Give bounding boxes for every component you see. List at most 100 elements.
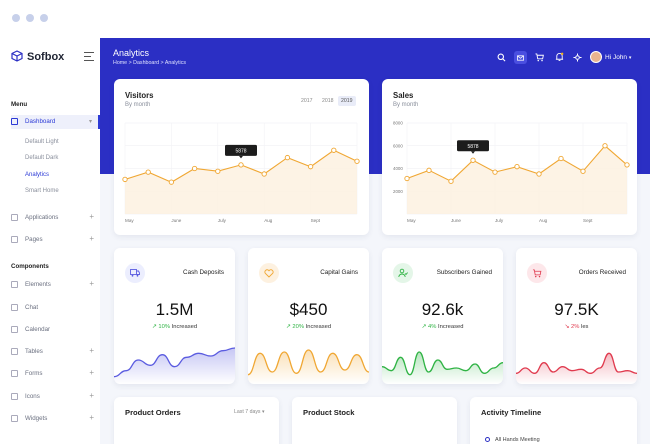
tooltip-box <box>457 140 489 152</box>
stat-change: 2% <box>571 324 580 330</box>
tooltip-box <box>225 144 257 156</box>
chat-icon <box>11 304 18 311</box>
x-tick-label: May <box>407 218 416 223</box>
window-dot[interactable] <box>12 14 20 22</box>
sidebar-item-label: Forms <box>25 370 43 377</box>
product-orders-card: Product Orders Last 7 days ▾ <box>114 397 279 444</box>
sidebar-item-label: Applications <box>25 214 59 221</box>
icons-icon <box>11 393 18 400</box>
window-dot[interactable] <box>40 14 48 22</box>
breadcrumb[interactable]: Home > Dashboard > Analytics <box>113 60 187 66</box>
user-greeting: Hi John <box>605 54 628 61</box>
data-point <box>145 169 151 175</box>
visitors-title: Visitors <box>125 91 154 100</box>
visitors-subtitle: By month <box>125 102 151 108</box>
trend-up-icon: ↗ <box>285 324 291 330</box>
logo-cube-icon <box>11 50 23 62</box>
y-tick-label: 4000 <box>393 166 403 171</box>
sparkline-fill <box>248 350 369 384</box>
data-point <box>284 154 291 161</box>
sidebar-item-label: Pages <box>25 236 43 243</box>
y-tick-label: 6000 <box>393 143 403 148</box>
home-icon <box>11 118 18 125</box>
sales-title: Sales <box>393 91 414 100</box>
sidebar-subitem-smart-home[interactable]: Smart Home <box>25 188 59 194</box>
product-stock-title: Product Stock <box>303 408 355 417</box>
data-point <box>261 171 267 177</box>
sparkline-line <box>248 349 369 376</box>
bell-icon[interactable] <box>555 52 564 62</box>
sidebar-item-label: Elements <box>25 281 51 288</box>
avatar[interactable] <box>590 51 602 63</box>
data-point <box>331 147 337 153</box>
menu-heading: Menu <box>11 101 28 108</box>
users-icon-badge <box>393 263 413 283</box>
app-name: Sofbox <box>27 51 65 63</box>
sidebar-item-label: Widgets <box>25 415 48 422</box>
search-icon[interactable] <box>497 53 506 62</box>
calendar-icon <box>11 326 18 333</box>
sidebar-item-dashboard[interactable]: Dashboard ▾ <box>11 115 100 129</box>
data-point <box>307 164 314 170</box>
sales-card: Sales By month May June July Aug Sept 8000 600… <box>382 79 637 235</box>
mail-button[interactable] <box>514 51 527 64</box>
page-title: Analytics <box>113 48 150 58</box>
stat-label: Cash Deposits <box>183 269 224 276</box>
stat-trend-label: les <box>581 324 589 330</box>
stat-trend: ↘ 2% les <box>516 324 637 330</box>
stat-change: 20% <box>292 324 304 330</box>
stat-trend-label: Increased <box>171 324 198 330</box>
plus-icon: + <box>89 346 94 355</box>
sparkline-fill <box>382 352 503 384</box>
visitors-card: Visitors By month 2017 2018 2019 May June… <box>114 79 369 235</box>
sidebar-item-forms[interactable]: Forms + <box>11 367 100 381</box>
plus-icon: + <box>89 391 94 400</box>
year-tab-2019[interactable]: 2019 <box>338 96 356 106</box>
trend-up-icon: ↗ <box>151 324 157 330</box>
year-tab-2018[interactable]: 2018 <box>322 98 334 104</box>
x-tick-label: July <box>218 218 227 223</box>
apps-icon <box>11 214 18 221</box>
sidebar-subitem-default-dark[interactable]: Default Dark <box>25 155 59 161</box>
sidebar-subitem-analytics[interactable]: Analytics <box>25 172 50 178</box>
year-tab-2017[interactable]: 2017 <box>301 98 313 104</box>
widgets-icon <box>11 415 18 422</box>
sidebar-item-applications[interactable]: Applications + <box>11 211 100 225</box>
data-point <box>514 164 520 170</box>
orders-filter-dropdown[interactable]: Last 7 days ▾ <box>234 409 265 415</box>
cash-deposits-sparkline <box>114 347 235 384</box>
window-dot[interactable] <box>26 14 34 22</box>
cart-icon-badge <box>527 263 547 283</box>
sparkline-fill <box>516 353 637 384</box>
cart-icon <box>532 268 542 277</box>
sidebar-item-elements[interactable]: Elements + <box>11 278 100 292</box>
data-point <box>602 143 608 149</box>
data-point <box>536 171 542 177</box>
sidebar-subitem-default-light[interactable]: Default Light <box>25 139 59 145</box>
stat-trend-label: Increased <box>305 324 332 330</box>
user-menu[interactable]: Hi John ▾ <box>605 54 631 61</box>
stat-value: 1.5M <box>155 300 194 319</box>
cart-icon[interactable] <box>535 53 544 62</box>
sidebar-item-icons[interactable]: Icons + <box>11 390 100 404</box>
mail-icon <box>517 54 524 61</box>
subscribers-gained-sparkline <box>382 351 503 384</box>
settings-icon[interactable] <box>573 53 582 62</box>
stat-change: 10% <box>158 324 170 330</box>
data-point <box>215 168 221 174</box>
menu-toggle-icon[interactable] <box>84 52 94 64</box>
x-tick-label: July <box>495 218 504 223</box>
visitors-chart: May June July Aug Sept 5878 <box>122 122 360 223</box>
data-point <box>426 167 432 173</box>
sparkline-fill <box>114 348 235 384</box>
sparkline-line <box>382 351 503 376</box>
timeline-dot <box>485 437 490 442</box>
stat-trend-label: Increased <box>438 324 464 330</box>
truck-icon-badge <box>125 263 145 283</box>
sidebar-item-chat[interactable]: Chat <box>11 301 100 315</box>
sidebar-item-tables[interactable]: Tables + <box>11 345 100 359</box>
sidebar-item-widgets[interactable]: Widgets + <box>11 412 100 426</box>
sidebar-item-pages[interactable]: Pages + <box>11 233 100 247</box>
elements-icon <box>11 281 18 288</box>
sidebar-item-calendar[interactable]: Calendar <box>11 323 100 337</box>
